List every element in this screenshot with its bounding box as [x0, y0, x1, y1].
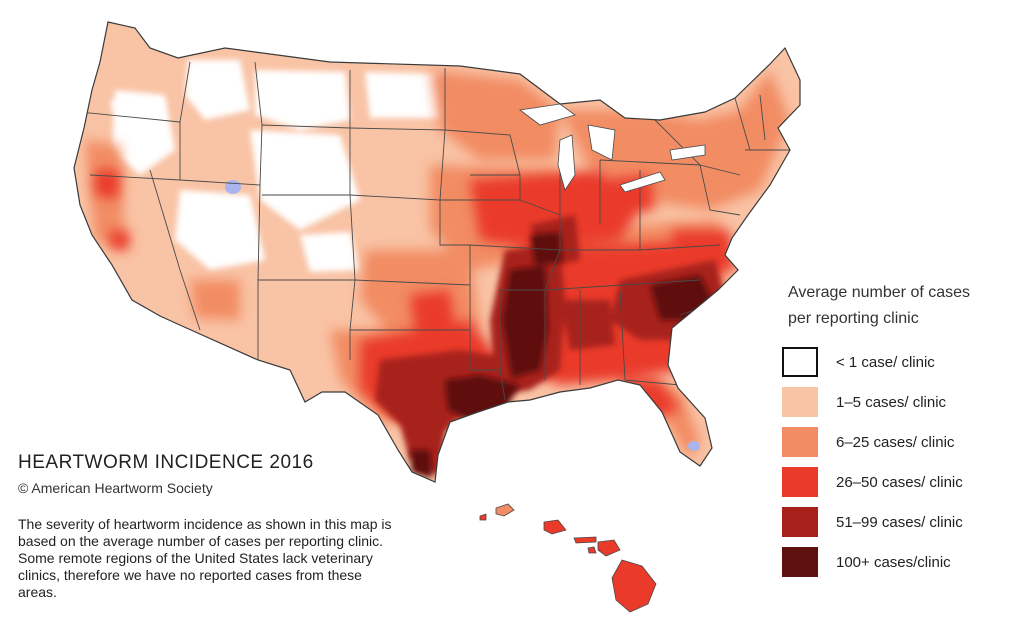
legend: Average number of cases per reporting cl…: [782, 280, 1012, 582]
state-borders: [79, 61, 790, 401]
legend-swatch: [782, 387, 818, 417]
legend-label: 100+ cases/clinic: [836, 553, 951, 571]
legend-items: < 1 case/ clinic 1–5 cases/ clinic 6–25 ca…: [782, 342, 1012, 582]
us-outline: [73, 21, 801, 483]
hawaii-molokai: [573, 536, 597, 544]
legend-swatch: [782, 347, 818, 377]
legend-label: 1–5 cases/ clinic: [836, 393, 947, 411]
map-description: The severity of heartworm incidence as s…: [18, 516, 392, 600]
legend-title: Average number of cases per reporting cl…: [788, 284, 971, 327]
incidence-layers: [85, 60, 790, 478]
legend-item: 100+ cases/clinic: [782, 542, 1012, 582]
legend-swatch: [782, 427, 818, 457]
great-lakes: [518, 103, 706, 193]
legend-swatch: [782, 547, 818, 577]
legend-item: 1–5 cases/ clinic: [782, 382, 1012, 422]
legend-label: < 1 case/ clinic: [836, 353, 935, 371]
map-title: HEARTWORM INCIDENCE 2016: [18, 452, 314, 473]
copyright-text: © American Heartworm Society: [18, 480, 213, 496]
legend-label: 51–99 cases/ clinic: [836, 513, 963, 531]
legend-item: 51–99 cases/ clinic: [782, 502, 1012, 542]
hawaii-kauai: [495, 503, 515, 517]
legend-swatch: [782, 507, 818, 537]
hawaii-big-island: [611, 559, 657, 613]
hawaii: [479, 503, 657, 613]
contiguous-us: [73, 21, 801, 483]
legend-label: 26–50 cases/ clinic: [836, 473, 963, 491]
hawaii-oahu: [543, 519, 567, 535]
legend-swatch: [782, 467, 818, 497]
title-block: HEARTWORM INCIDENCE 2016 © American Hear…: [18, 452, 418, 496]
legend-item: 6–25 cases/ clinic: [782, 422, 1012, 462]
hawaii-niihau: [479, 513, 487, 521]
low-incidence-areas: [110, 60, 442, 272]
legend-item: 26–50 cases/ clinic: [782, 462, 1012, 502]
hawaii-lanai: [587, 546, 597, 554]
hawaii-maui: [597, 539, 621, 557]
legend-item: < 1 case/ clinic: [782, 342, 1012, 382]
legend-label: 6–25 cases/ clinic: [836, 433, 955, 451]
